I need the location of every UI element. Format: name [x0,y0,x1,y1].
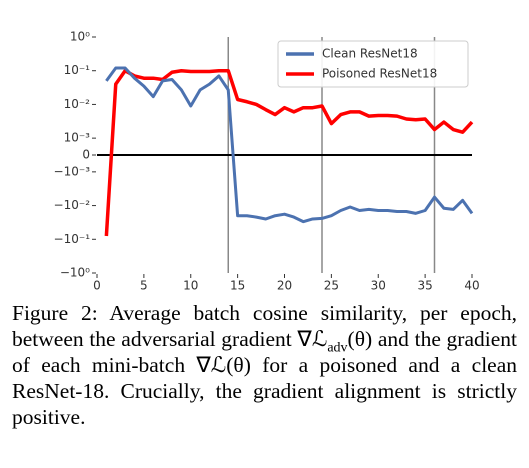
x-tick-label: 15 [230,279,245,293]
x-tick-label: 35 [417,279,432,293]
x-tick-label: 5 [140,279,148,293]
x-tick-label: 30 [371,279,386,293]
y-tick-label: 10⁻² [64,97,91,111]
legend-label: Poisoned ResNet18 [322,67,437,81]
x-tick-label: 40 [464,279,479,293]
y-tick-label: −10⁻² [54,198,91,212]
y-tick-label: 0 [82,148,90,162]
caption: Figure 2: Average batch cosine similarit… [12,300,517,430]
line-series [105,66,474,224]
x-tick-label: 10 [183,279,198,293]
y-tick-label: 10⁻¹ [64,63,91,77]
legend-label: Clean ResNet18 [322,47,418,61]
legend-box [277,40,469,88]
x-tick-label: 20 [277,279,292,293]
x-tick-label: 25 [324,279,339,293]
y-tick-label: 10⁰ [70,30,90,44]
caption-text: (θ) and the gradient of each mini-batch … [12,327,517,429]
y-tick-label: −10⁻³ [54,164,91,178]
caption-text: Figure 2: Average batch cosine similarit… [12,301,517,351]
y-tick-label: −10⁰ [60,266,90,280]
x-tick-label: 0 [93,279,101,293]
y-tick-label: 10⁻³ [64,131,91,145]
line-series [104,68,474,237]
y-tick-label: −10⁻¹ [54,232,91,246]
